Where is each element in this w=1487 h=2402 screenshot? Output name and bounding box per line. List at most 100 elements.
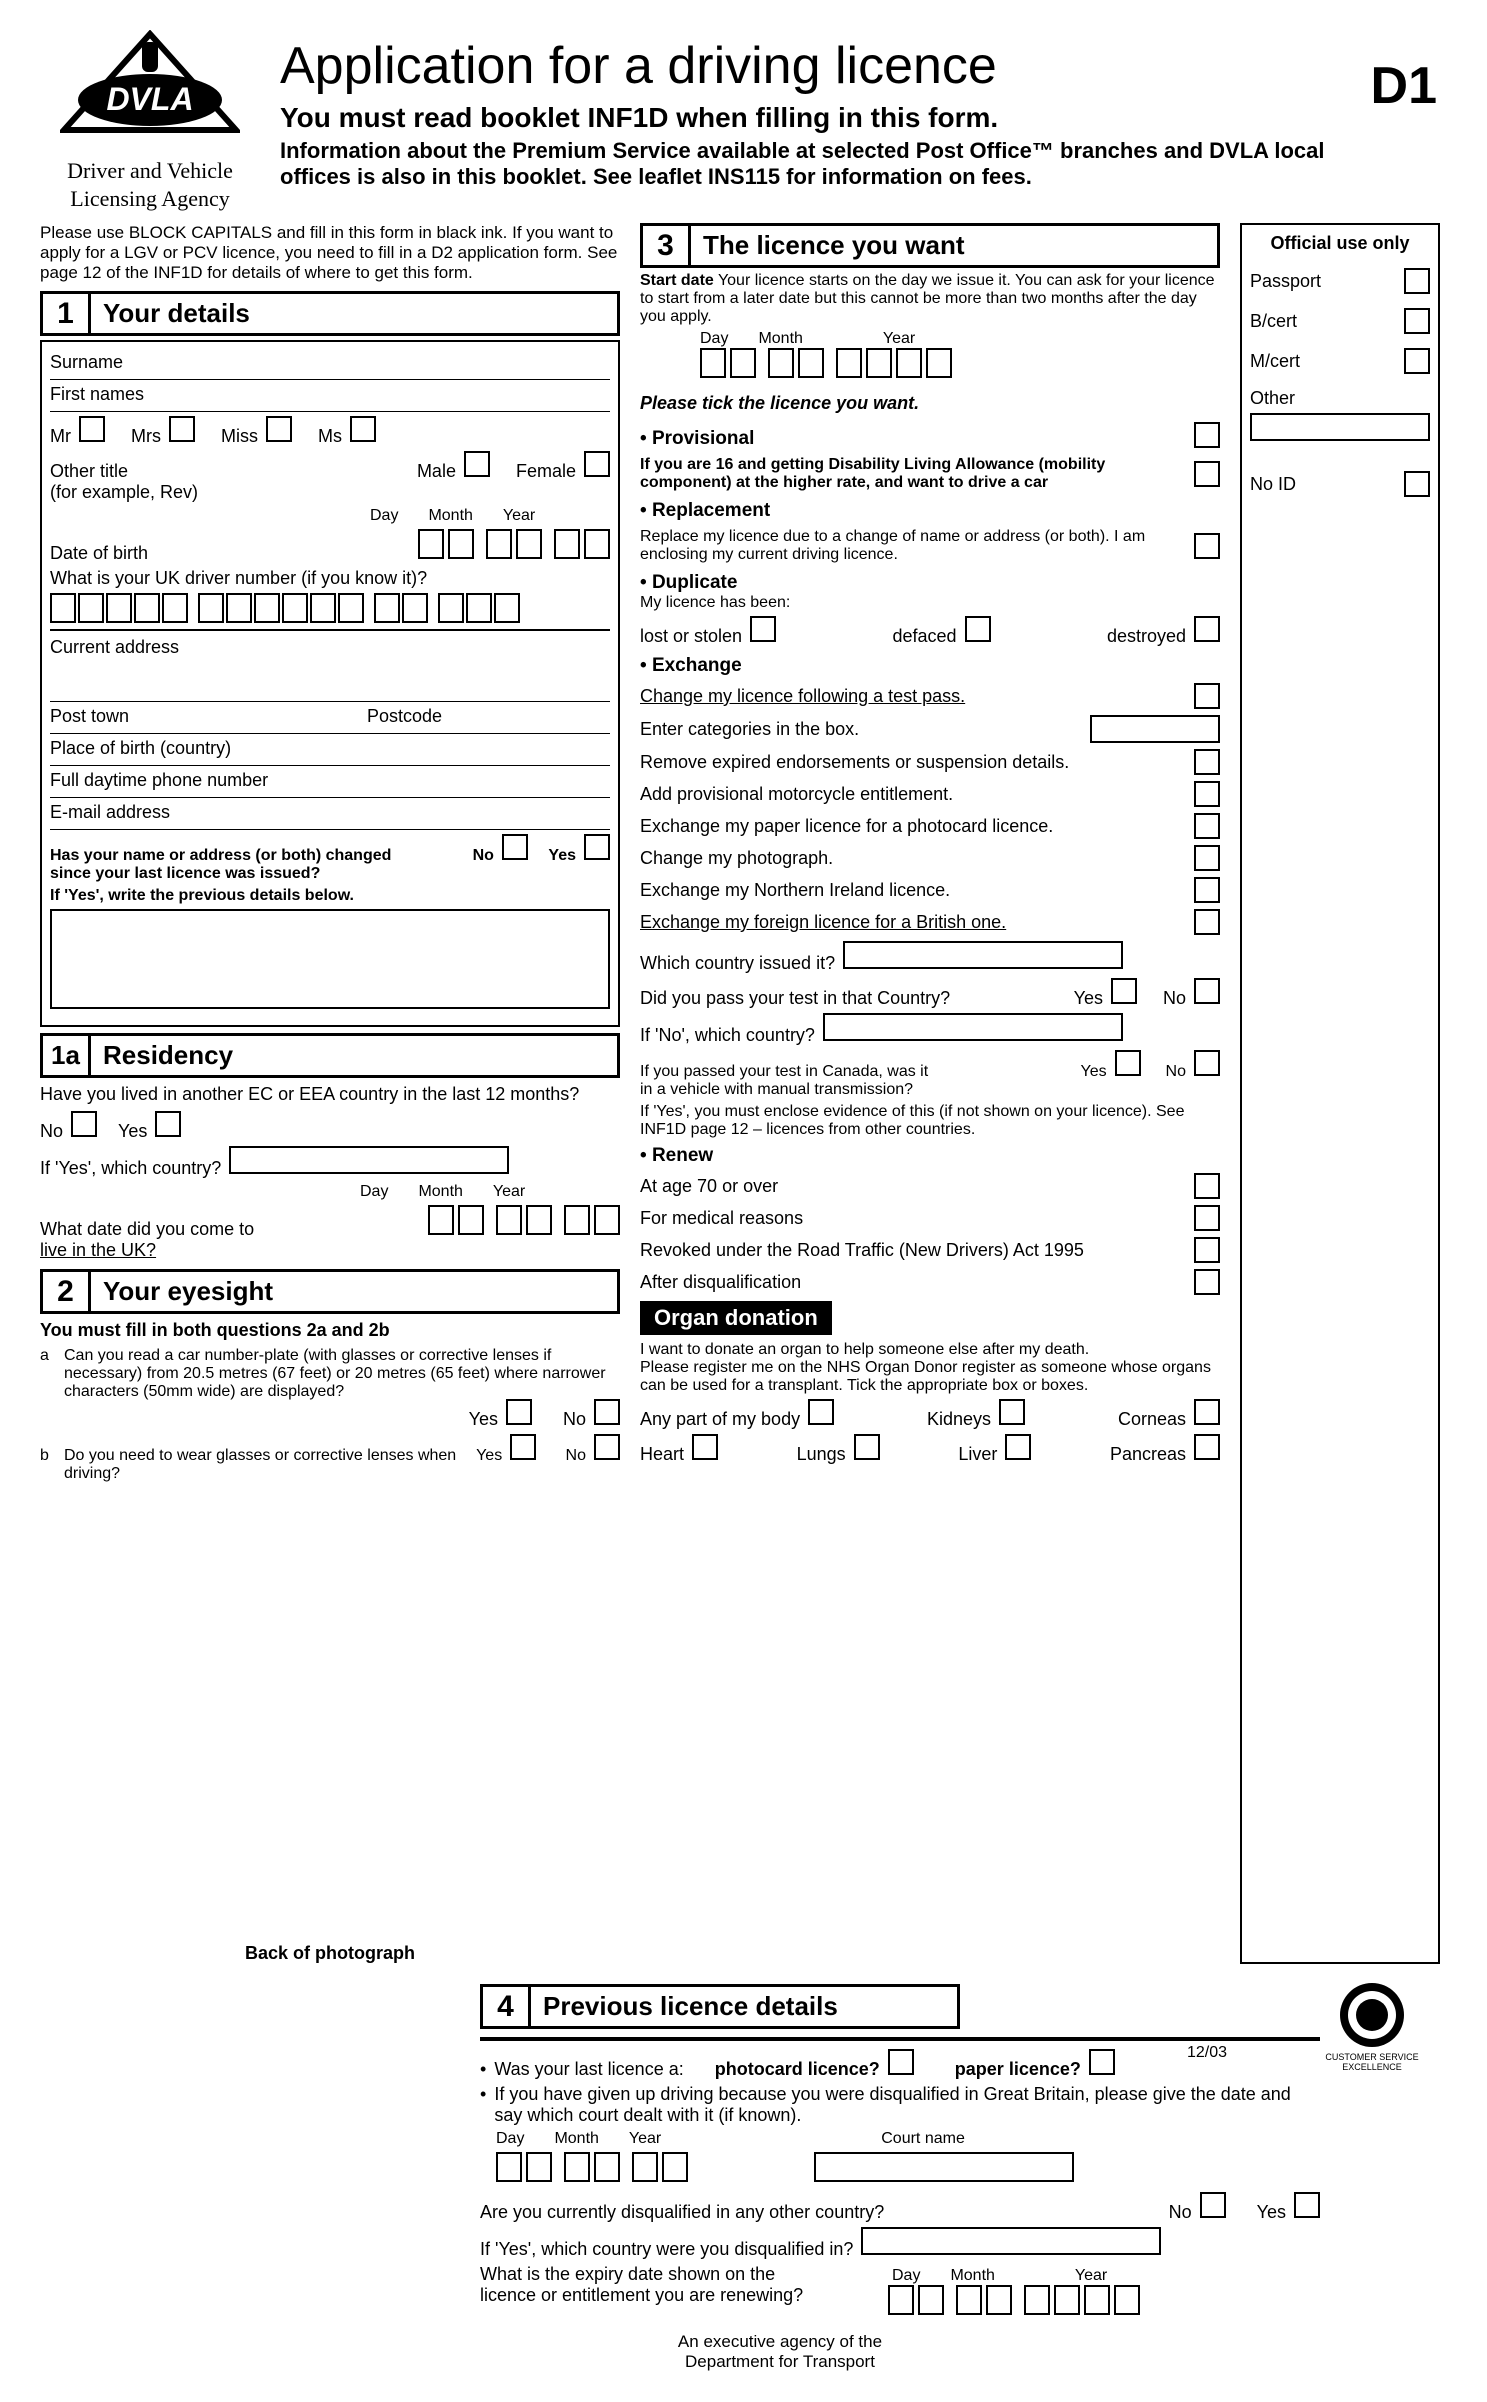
- section-3-title: The licence you want: [691, 226, 1217, 265]
- q2a-text: Can you read a car number-plate (with gl…: [64, 1347, 620, 1401]
- categories-input[interactable]: [1090, 715, 1220, 743]
- noid-label: No ID: [1250, 474, 1296, 495]
- start-date-input[interactable]: [700, 348, 952, 378]
- name-no-checkbox[interactable]: [502, 834, 528, 860]
- badge-text: CUSTOMER SERVICE EXCELLENCE: [1307, 2052, 1437, 2072]
- lost-checkbox[interactable]: [750, 616, 776, 642]
- ex6-checkbox[interactable]: [1194, 845, 1220, 871]
- rn2-checkbox[interactable]: [1194, 1205, 1220, 1231]
- male-checkbox[interactable]: [464, 451, 490, 477]
- ex4-checkbox[interactable]: [1194, 781, 1220, 807]
- repl-head: Replacement: [652, 500, 770, 521]
- female-checkbox[interactable]: [584, 451, 610, 477]
- ex8-checkbox[interactable]: [1194, 909, 1220, 935]
- start-date-text: Start date Your licence starts on the da…: [640, 272, 1220, 326]
- res-yes-checkbox[interactable]: [155, 1111, 181, 1137]
- corneas-checkbox[interactable]: [1194, 1399, 1220, 1425]
- res-no-checkbox[interactable]: [71, 1111, 97, 1137]
- ms-checkbox[interactable]: [350, 416, 376, 442]
- exq4-no-checkbox[interactable]: [1194, 1050, 1220, 1076]
- s4-yes: Yes: [1257, 2202, 1286, 2223]
- ex5-checkbox[interactable]: [1194, 813, 1220, 839]
- heart-checkbox[interactable]: [692, 1434, 718, 1460]
- heart-label: Heart: [640, 1444, 684, 1465]
- rn4-checkbox[interactable]: [1194, 1269, 1220, 1295]
- prov-checkbox[interactable]: [1194, 422, 1220, 448]
- mr-checkbox[interactable]: [79, 416, 105, 442]
- driver-number-input[interactable]: [50, 593, 520, 623]
- noid-checkbox[interactable]: [1404, 471, 1430, 497]
- s4-q4: If 'Yes', which country were you disqual…: [480, 2239, 853, 2260]
- ex7-checkbox[interactable]: [1194, 877, 1220, 903]
- exq4a: If you passed your test in Canada, was i…: [640, 1063, 1073, 1081]
- logo: DVLA Driver and Vehicle Licensing Agency: [40, 30, 260, 211]
- liver-label: Liver: [958, 1444, 997, 1465]
- section-4-title: Previous licence details: [531, 1987, 957, 2026]
- page-title: Application for a driving licence: [280, 36, 1351, 96]
- prov-16-checkbox[interactable]: [1194, 461, 1220, 487]
- q2a-no-checkbox[interactable]: [594, 1399, 620, 1425]
- ex5: Exchange my paper licence for a photocar…: [640, 816, 1184, 837]
- r-month: Month: [418, 1183, 462, 1201]
- prov-head: Provisional: [652, 428, 754, 449]
- disq-country-input[interactable]: [861, 2227, 1161, 2255]
- exq4-yes-checkbox[interactable]: [1115, 1050, 1141, 1076]
- bcert-label: B/cert: [1250, 311, 1297, 332]
- repl-checkbox[interactable]: [1194, 533, 1220, 559]
- residency-q1: Have you lived in another EC or EEA coun…: [40, 1084, 620, 1105]
- disq-date-input[interactable]: [496, 2152, 688, 2182]
- rn4: After disqualification: [640, 1272, 1184, 1293]
- q2b-no-checkbox[interactable]: [594, 1434, 620, 1460]
- passport-checkbox[interactable]: [1404, 268, 1430, 294]
- exq4-yes: Yes: [1081, 1063, 1107, 1081]
- no-country-input[interactable]: [823, 1013, 1123, 1041]
- exq2-yes-checkbox[interactable]: [1111, 978, 1137, 1004]
- dob-input[interactable]: [418, 529, 610, 559]
- dept-line: Department for Transport: [480, 2352, 1080, 2372]
- exq2-no-checkbox[interactable]: [1194, 978, 1220, 1004]
- miss-checkbox[interactable]: [266, 416, 292, 442]
- other-input[interactable]: [1250, 413, 1430, 441]
- res-date-input[interactable]: [428, 1205, 620, 1235]
- s4-yes-checkbox[interactable]: [1294, 2192, 1320, 2218]
- issued-country-input[interactable]: [843, 941, 1123, 969]
- q2b-yes-checkbox[interactable]: [510, 1434, 536, 1460]
- ex3-checkbox[interactable]: [1194, 749, 1220, 775]
- rn1-checkbox[interactable]: [1194, 1173, 1220, 1199]
- excellence-badge: CUSTOMER SERVICE EXCELLENCE: [1307, 1980, 1437, 2072]
- pancreas-checkbox[interactable]: [1194, 1434, 1220, 1460]
- bcert-checkbox[interactable]: [1404, 308, 1430, 334]
- mrs-checkbox[interactable]: [169, 416, 195, 442]
- kidneys-checkbox[interactable]: [999, 1399, 1025, 1425]
- liver-checkbox[interactable]: [1005, 1434, 1031, 1460]
- destroyed-checkbox[interactable]: [1194, 616, 1220, 642]
- tick-label: Please tick the licence you want.: [640, 393, 1220, 414]
- corneas-label: Corneas: [1118, 1409, 1186, 1430]
- previous-details-input[interactable]: [50, 909, 610, 1009]
- phone-label: Full daytime phone number: [50, 770, 268, 791]
- driver-number-q: What is your UK driver number (if you kn…: [50, 568, 610, 589]
- section-4-head: 4 Previous licence details: [480, 1984, 960, 2029]
- any-checkbox[interactable]: [808, 1399, 834, 1425]
- court-input[interactable]: [814, 2152, 1074, 2182]
- defaced-checkbox[interactable]: [965, 616, 991, 642]
- s4-no-checkbox[interactable]: [1200, 2192, 1226, 2218]
- other-label: Other: [1250, 388, 1430, 409]
- s3-year: Year: [883, 330, 915, 348]
- rn3-checkbox[interactable]: [1194, 1237, 1220, 1263]
- photocard-checkbox[interactable]: [888, 2049, 914, 2075]
- res-country-input[interactable]: [229, 1146, 509, 1174]
- name-yes-label: Yes: [548, 847, 576, 865]
- paper-checkbox[interactable]: [1089, 2049, 1115, 2075]
- expiry-date-input[interactable]: [888, 2285, 1140, 2315]
- s4-q3: Are you currently disqualified in any ot…: [480, 2202, 1161, 2223]
- day-label: Day: [370, 507, 398, 525]
- mcert-checkbox[interactable]: [1404, 348, 1430, 374]
- lungs-checkbox[interactable]: [854, 1434, 880, 1460]
- q2a-yes-checkbox[interactable]: [506, 1399, 532, 1425]
- ex1-checkbox[interactable]: [1194, 683, 1220, 709]
- badge-icon: [1337, 1980, 1407, 2050]
- photo-back-caption: Back of photograph: [40, 1943, 620, 1964]
- name-yes-checkbox[interactable]: [584, 834, 610, 860]
- header-info: Information about the Premium Service av…: [280, 138, 1351, 191]
